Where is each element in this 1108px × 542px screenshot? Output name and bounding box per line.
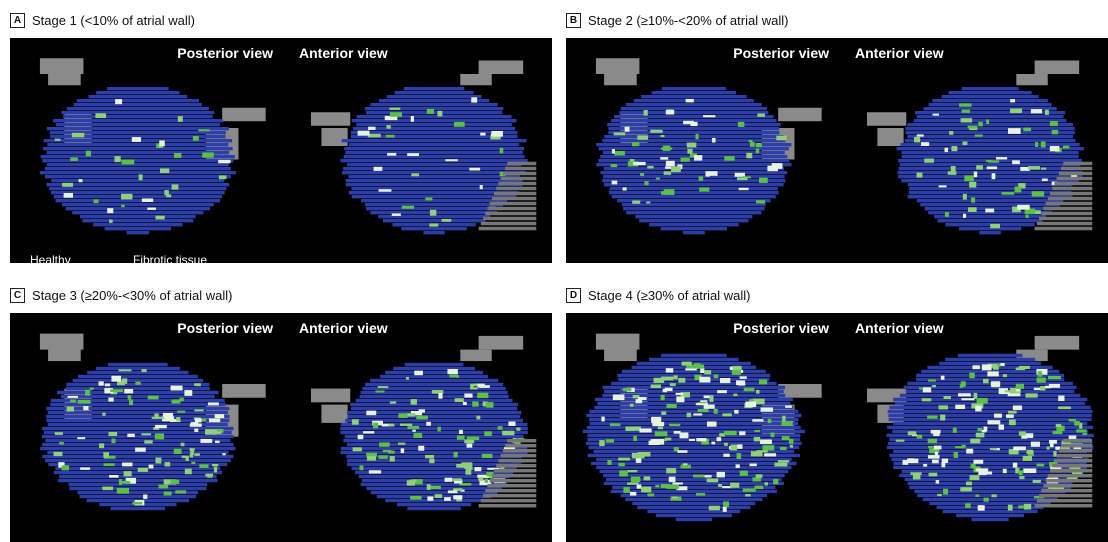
stage-b-posterior-label: Posterior view [733, 45, 829, 61]
stage-a-posterior-panel: Posterior view Healthy Fibrotic tissue [10, 38, 282, 263]
stage-c-posterior-panel: Posterior view [10, 313, 282, 542]
fibrosis-legend: Healthy Fibrotic tissue [18, 250, 276, 263]
stage-c-posterior-label: Posterior view [177, 320, 273, 336]
stage-d-title: Stage 4 (≥30% of atrial wall) [588, 287, 751, 303]
stage-b-anterior-atrium-image [866, 60, 1093, 235]
stage-a-header: A Stage 1 (<10% of atrial wall) [10, 10, 195, 30]
stage-b-title: Stage 2 (≥10%-<20% of atrial wall) [588, 12, 789, 28]
stage-c-anterior-label: Anterior view [299, 320, 388, 336]
stage-b-letter: B [566, 12, 581, 28]
stage-d-header: D Stage 4 (≥30% of atrial wall) [566, 285, 751, 305]
stage-a-title: Stage 1 (<10% of atrial wall) [32, 12, 195, 28]
stage-a-panels: Posterior view Healthy Fibrotic tissue A… [10, 38, 552, 263]
stage-d-posterior-panel: Posterior view [566, 313, 838, 542]
stage-d-panels: Posterior view Anterior view [566, 313, 1108, 542]
stage-c-anterior-atrium-image [310, 335, 537, 511]
stage-b-header: B Stage 2 (≥10%-<20% of atrial wall) [566, 10, 788, 30]
stage-d-letter: D [566, 287, 581, 303]
stage-b-posterior-panel: Posterior view [566, 38, 838, 263]
stage-c-anterior-panel: Anterior view [290, 313, 552, 542]
stage-d-anterior-label: Anterior view [855, 320, 944, 336]
legend-healthy-label: Healthy [30, 253, 71, 263]
stage-d-posterior-label: Posterior view [733, 320, 829, 336]
stage-a-letter: A [10, 12, 25, 28]
stage-a-anterior-atrium-image [310, 60, 537, 235]
stage-b-anterior-label: Anterior view [855, 45, 944, 61]
stage-a-anterior-panel: Anterior view [290, 38, 552, 263]
stage-b-anterior-panel: Anterior view [846, 38, 1108, 263]
stage-a-posterior-atrium-image [39, 58, 266, 235]
stage-c-posterior-atrium-image [39, 333, 266, 511]
stage-c-title: Stage 3 (≥20%-<30% of atrial wall) [32, 287, 233, 303]
stage-c-header: C Stage 3 (≥20%-<30% of atrial wall) [10, 285, 232, 305]
stage-c-letter: C [10, 287, 25, 303]
stage-c-panels: Posterior view Anterior view [10, 313, 552, 542]
stage-d-posterior-atrium-image [582, 333, 822, 522]
stage-d-anterior-atrium-image [866, 335, 1094, 522]
legend-fibrotic-label: Fibrotic tissue [133, 253, 208, 263]
stage-a-posterior-label: Posterior view [177, 45, 273, 61]
stage-d-anterior-panel: Anterior view [846, 313, 1108, 542]
stage-a-anterior-label: Anterior view [299, 45, 388, 61]
stage-b-panels: Posterior view Anterior view [566, 38, 1108, 263]
stage-b-posterior-atrium-image [595, 58, 822, 235]
